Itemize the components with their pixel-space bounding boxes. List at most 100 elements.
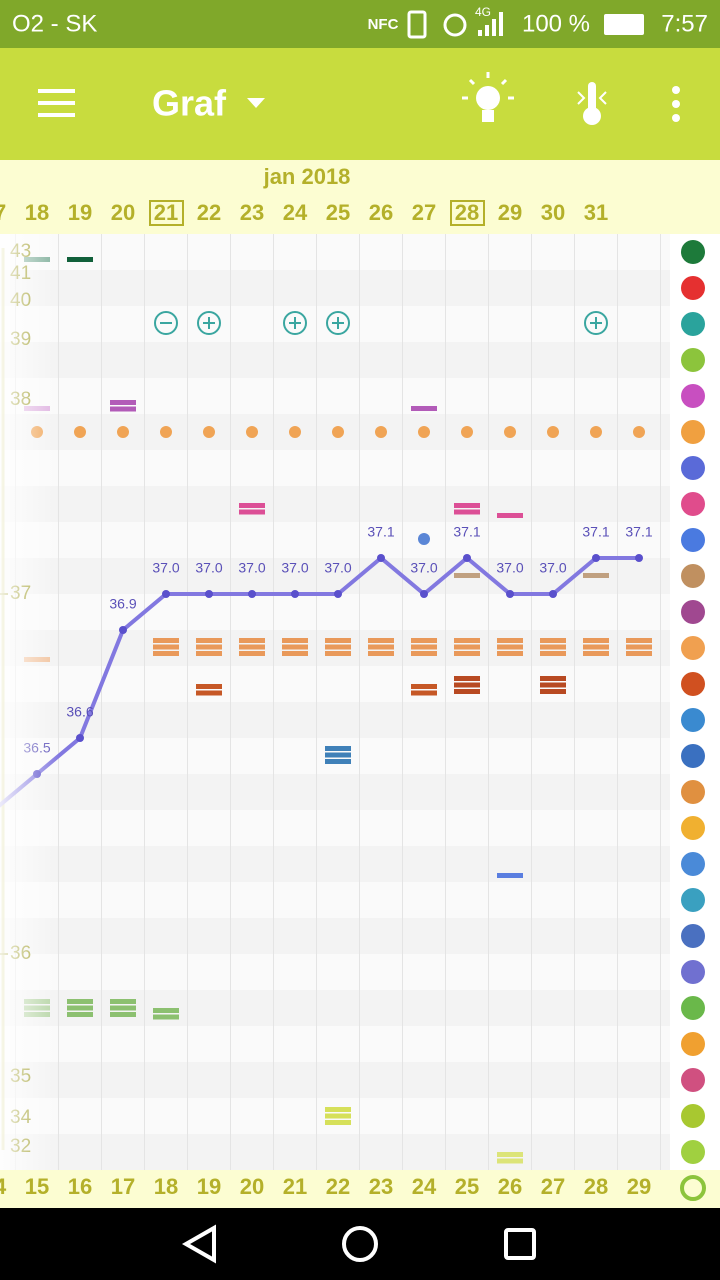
entry-bar (540, 651, 566, 656)
date-label: 29 (498, 200, 522, 225)
category-icon (681, 1068, 705, 1092)
cycle-day-strip (0, 1170, 720, 1208)
entry-bar (196, 684, 222, 689)
category-icon (680, 1175, 706, 1201)
row-band (0, 810, 670, 846)
entry-bar (325, 752, 351, 758)
home-button[interactable] (342, 1226, 378, 1262)
row-band (0, 918, 670, 954)
entry-bar (583, 644, 609, 650)
temperature-label: 37.0 (281, 560, 308, 576)
temperature-point (291, 590, 299, 598)
temperature-point (334, 590, 342, 598)
temperature-series: 36.536.636.937.037.037.037.037.037.137.0… (0, 524, 653, 808)
entry-bar (497, 651, 523, 656)
row-band (0, 846, 670, 882)
entry-bar (540, 689, 566, 694)
category-icon (681, 780, 705, 804)
entry-bar (196, 690, 222, 696)
entry-dot (633, 426, 645, 438)
entry-dot (418, 533, 430, 545)
battery-icon (604, 14, 644, 35)
entry-bar (110, 400, 136, 405)
entry-bar (497, 644, 523, 650)
temperature-label: 36.9 (109, 596, 136, 612)
entry-dot (461, 426, 473, 438)
entry-bar (497, 638, 523, 643)
back-button[interactable] (181, 1224, 216, 1264)
category-icon (681, 564, 705, 588)
temperature-point (119, 626, 127, 634)
entry-bar (239, 644, 265, 650)
temperature-point (377, 554, 385, 562)
temperature-point (463, 554, 471, 562)
overflow-button[interactable] (672, 86, 680, 122)
temperature-label: 37.0 (324, 560, 351, 576)
date-label: 19 (68, 200, 92, 225)
entry-bar (325, 644, 351, 650)
today-marker (149, 200, 184, 226)
entry-dot (160, 426, 172, 438)
recents-button[interactable] (504, 1228, 536, 1260)
x-tick-label: 16 (68, 1174, 92, 1199)
entry-bar (497, 1158, 523, 1164)
entry-dot (590, 426, 602, 438)
temperature-button[interactable] (577, 82, 607, 125)
view-title[interactable]: Graf (152, 83, 227, 124)
month-label: jan 2018 (263, 164, 351, 189)
entry-bar (368, 638, 394, 643)
date-label: 25 (326, 200, 350, 225)
entry-dot (117, 426, 129, 438)
temperature-label: 37.0 (152, 560, 179, 576)
row-band (0, 378, 670, 414)
x-tick-label: 15 (25, 1174, 49, 1199)
clock: 7:57 (661, 10, 708, 37)
temperature-label: 37.0 (539, 560, 566, 576)
row-band (0, 522, 670, 558)
category-icon (681, 744, 705, 768)
entry-bar (239, 509, 265, 515)
battery-level: 100 % (522, 10, 590, 37)
category-icon (681, 600, 705, 624)
nfc-icon: NFC (368, 16, 399, 33)
date-strip (0, 160, 720, 234)
menu-button[interactable] (38, 89, 75, 117)
temperature-point (506, 590, 514, 598)
entry-bar (196, 638, 222, 643)
x-tick-label: 20 (240, 1174, 264, 1199)
category-icon (681, 708, 705, 732)
category-icon (681, 384, 705, 408)
left-fade (0, 234, 60, 1170)
view-dropdown[interactable] (247, 98, 265, 108)
signal-icon (478, 12, 503, 36)
temperature-label: 37.1 (367, 524, 394, 540)
x-tick-label: 28 (584, 1174, 608, 1199)
temperature-point (248, 590, 256, 598)
entry-bar (540, 682, 566, 688)
tip-button[interactable] (462, 72, 514, 122)
row-band (0, 450, 670, 486)
entry-bar (153, 1014, 179, 1020)
entry-bar (110, 1005, 136, 1011)
category-icon (681, 996, 705, 1020)
entry-bar (196, 644, 222, 650)
temperature-point (549, 590, 557, 598)
temperature-point (162, 590, 170, 598)
carrier: O2 - SK (12, 10, 97, 37)
entry-bar (368, 644, 394, 650)
entry-bar (110, 999, 136, 1004)
temperature-label: 37.1 (625, 524, 652, 540)
date-label: 30 (541, 200, 565, 225)
date-label: 24 (283, 200, 308, 225)
test-result (154, 311, 178, 335)
category-icon (681, 636, 705, 660)
temperature-point (205, 590, 213, 598)
entry-bar (583, 573, 609, 578)
entry-bar (497, 513, 523, 518)
category-icon (681, 852, 705, 876)
entry-bar (153, 651, 179, 656)
category-icon (681, 312, 705, 336)
entry-bar (411, 651, 437, 656)
temperature-line (0, 555, 639, 808)
